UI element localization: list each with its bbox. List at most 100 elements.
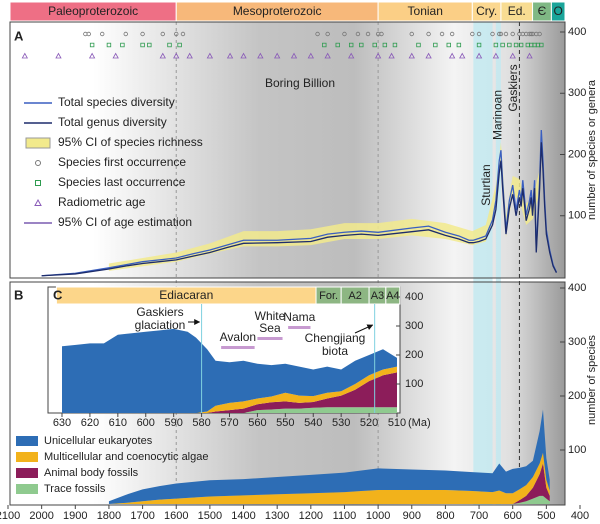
occurrence-marker <box>382 42 388 48</box>
occurrence-marker <box>174 31 179 37</box>
legend-swatch <box>35 180 41 186</box>
occurrence-marker <box>426 31 431 37</box>
x-tick-label: 570 <box>220 417 238 429</box>
age-marker <box>159 52 166 59</box>
panel-a-frame <box>9 21 566 279</box>
occurrence-marker <box>493 42 499 48</box>
occurrence-marker <box>177 42 182 48</box>
occurrence-marker <box>335 42 340 48</box>
period-label: Tonian <box>408 4 443 18</box>
age-marker <box>290 52 298 59</box>
ci-band <box>108 142 540 271</box>
x-tick-label: 520 <box>360 417 378 429</box>
age-marker <box>509 52 516 59</box>
age-marker <box>186 52 193 59</box>
legend-swatch <box>34 198 42 206</box>
arrow <box>354 324 374 334</box>
age-marker <box>526 52 533 59</box>
y-tick-label: 100 <box>568 210 586 222</box>
zone-label: Gaskiers <box>506 64 520 111</box>
x-tick-label: 1100 <box>333 510 357 522</box>
x-tick-label: 700 <box>470 510 488 522</box>
biota-label: White <box>255 309 286 323</box>
x-tick-label: 500 <box>537 510 555 522</box>
occurrence-marker <box>439 31 445 37</box>
occurrence-marker <box>500 42 505 48</box>
legend-label: Unicellular eukaryotes <box>44 435 153 447</box>
occurrence-marker <box>160 31 165 37</box>
x-tick-label: 600 <box>504 510 522 522</box>
period-label: Ediacaran <box>159 288 213 302</box>
legend-label: Total genus diversity <box>58 115 167 129</box>
y-tick-label: 200 <box>568 148 586 160</box>
occurrence-marker <box>456 42 462 48</box>
legend-swatch <box>25 137 51 149</box>
occurrence-marker <box>537 31 542 37</box>
age-marker <box>88 52 96 59</box>
occurrence-marker <box>348 42 354 48</box>
x-tick-label: 1600 <box>164 510 188 522</box>
stacked-area <box>108 409 550 504</box>
x-tick-label: 610 <box>109 417 127 429</box>
legend-label: Animal body fossils <box>44 467 139 479</box>
x-tick-label: 400 <box>571 510 589 522</box>
age-marker <box>425 52 432 59</box>
panel-b-frame <box>9 281 566 506</box>
stacked-area <box>62 328 397 413</box>
stacked-area <box>62 366 397 413</box>
y-tick-label: 300 <box>568 87 586 99</box>
y-tick-label: 400 <box>568 26 586 38</box>
age-marker <box>112 52 119 59</box>
age-marker <box>55 52 62 59</box>
occurrence-marker <box>100 31 105 37</box>
period-label: Ed. <box>508 4 526 18</box>
age-marker <box>257 52 264 59</box>
age-marker <box>388 52 395 59</box>
zone-label: Sturtian <box>479 164 493 205</box>
period-label: O <box>554 4 563 18</box>
age-marker <box>475 52 483 59</box>
age-marker <box>273 52 281 59</box>
age-marker <box>408 52 415 59</box>
y-axis-label: number of species <box>586 335 598 425</box>
annotation: biota <box>322 344 348 358</box>
annotation: glaciation <box>135 318 186 332</box>
annotation: Boring Billion <box>265 76 335 90</box>
y-tick-label: 300 <box>405 320 423 332</box>
legend-label: Species last occurrence <box>58 175 186 189</box>
stacked-area <box>62 372 397 413</box>
occurrence-marker <box>498 31 504 37</box>
occurrence-marker <box>539 42 544 48</box>
x-tick-label: 580 <box>192 417 210 429</box>
occurrence-marker <box>372 42 377 48</box>
panel-label: B <box>14 287 23 302</box>
legend-label: Species first occurrence <box>58 155 186 169</box>
x-tick-label: 1000 <box>366 510 390 522</box>
legend-label: Multicellular and coenocytic algae <box>44 451 208 463</box>
biota-range <box>257 337 283 340</box>
occurrence-marker <box>123 31 128 37</box>
series-line <box>41 142 558 277</box>
period-label: A3 <box>371 290 384 302</box>
occurrence-marker <box>120 42 125 48</box>
y-tick-label: 100 <box>405 378 423 390</box>
age-marker <box>492 52 500 59</box>
occurrence-marker <box>503 31 509 37</box>
stacked-area <box>108 452 550 504</box>
annotation: Chengjiang <box>305 331 366 345</box>
legend-label: Trace fossils <box>44 483 106 495</box>
biota-range <box>288 326 311 329</box>
occurrence-marker <box>315 31 320 37</box>
y-tick-label: 200 <box>568 390 586 402</box>
x-tick-label: 630 <box>53 417 71 429</box>
period-label: A4 <box>386 290 399 302</box>
age-marker <box>21 52 29 59</box>
y-axis-label: number of species or genera <box>586 79 598 220</box>
period-label: Cry. <box>476 4 497 18</box>
x-tick-label: 2000 <box>29 510 53 522</box>
glaciation-zone <box>473 22 493 505</box>
y-tick-label: 400 <box>568 282 586 294</box>
occurrence-marker <box>89 42 95 48</box>
occurrence-marker <box>449 31 455 37</box>
